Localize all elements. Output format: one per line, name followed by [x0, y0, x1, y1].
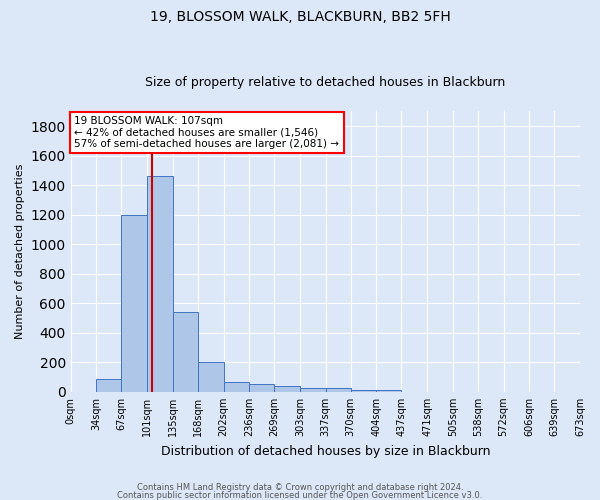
Bar — [350, 390, 376, 392]
X-axis label: Distribution of detached houses by size in Blackburn: Distribution of detached houses by size … — [161, 444, 490, 458]
Text: Contains public sector information licensed under the Open Government Licence v3: Contains public sector information licen… — [118, 490, 482, 500]
Bar — [224, 382, 249, 392]
Bar — [300, 388, 326, 392]
Bar — [173, 312, 198, 392]
Bar — [326, 388, 350, 392]
Text: 19, BLOSSOM WALK, BLACKBURN, BB2 5FH: 19, BLOSSOM WALK, BLACKBURN, BB2 5FH — [149, 10, 451, 24]
Bar — [97, 378, 121, 392]
Bar — [121, 215, 147, 392]
Bar — [147, 176, 173, 392]
Bar — [376, 390, 401, 392]
Text: Contains HM Land Registry data © Crown copyright and database right 2024.: Contains HM Land Registry data © Crown c… — [137, 484, 463, 492]
Title: Size of property relative to detached houses in Blackburn: Size of property relative to detached ho… — [145, 76, 505, 90]
Bar — [274, 386, 300, 392]
Bar — [198, 362, 224, 392]
Y-axis label: Number of detached properties: Number of detached properties — [15, 164, 25, 340]
Bar — [249, 384, 274, 392]
Text: 19 BLOSSOM WALK: 107sqm
← 42% of detached houses are smaller (1,546)
57% of semi: 19 BLOSSOM WALK: 107sqm ← 42% of detache… — [74, 116, 340, 149]
